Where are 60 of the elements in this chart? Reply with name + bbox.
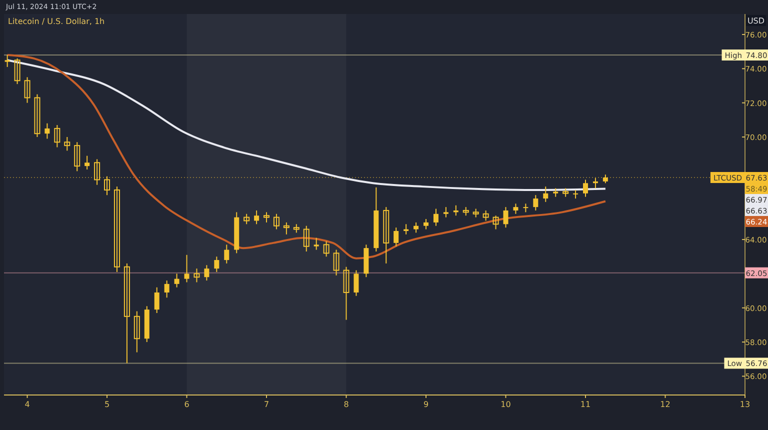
candlestick bbox=[174, 273, 180, 288]
candlestick bbox=[134, 310, 140, 353]
candlestick bbox=[533, 194, 538, 211]
candlestick bbox=[74, 142, 80, 172]
candlestick bbox=[124, 262, 130, 364]
candlestick bbox=[204, 264, 210, 282]
line-series bbox=[6, 59, 606, 191]
x-tick-label: 6 bbox=[184, 400, 190, 409]
x-tick-label: 8 bbox=[344, 400, 349, 409]
candlestick bbox=[44, 122, 50, 140]
candlestick bbox=[24, 76, 30, 104]
candlestick bbox=[513, 203, 518, 214]
candlestick bbox=[34, 94, 40, 138]
candlestick bbox=[214, 256, 220, 272]
candlestick bbox=[4, 54, 10, 68]
candlestick bbox=[194, 268, 200, 283]
x-tick-label: 11 bbox=[580, 400, 591, 409]
candlestick bbox=[94, 158, 100, 186]
candlestick bbox=[394, 227, 399, 247]
candlestick bbox=[244, 213, 250, 225]
candlestick bbox=[283, 222, 290, 235]
candlestick bbox=[443, 206, 448, 218]
candlestick bbox=[184, 254, 190, 283]
line-series bbox=[6, 54, 606, 260]
candlestick bbox=[164, 280, 170, 298]
candlestick bbox=[492, 215, 499, 230]
candlestick bbox=[543, 186, 548, 202]
candlestick bbox=[114, 186, 120, 272]
candlestick bbox=[254, 210, 260, 225]
chart-title: Litecoin / U.S. Dollar, 1h bbox=[8, 17, 105, 26]
candlestick bbox=[314, 237, 319, 250]
candlestick bbox=[154, 286, 160, 314]
candlestick bbox=[414, 222, 419, 234]
candlestick bbox=[354, 270, 359, 296]
candlestick bbox=[383, 206, 390, 264]
candlestick bbox=[503, 206, 508, 228]
candlestick bbox=[343, 266, 350, 320]
x-tick-label: 12 bbox=[660, 400, 670, 409]
candlestick bbox=[264, 212, 270, 223]
candlestick bbox=[333, 249, 340, 276]
candlestick bbox=[424, 218, 429, 230]
candlestick bbox=[482, 210, 489, 222]
candlestick bbox=[303, 225, 310, 252]
candlestick bbox=[104, 176, 110, 196]
y-axis-title: USD bbox=[747, 16, 765, 26]
x-tick-label: 10 bbox=[500, 400, 511, 409]
candlestick bbox=[84, 155, 90, 170]
x-tick-label: 4 bbox=[24, 400, 30, 409]
candlestick bbox=[273, 213, 280, 230]
x-tick-label: 9 bbox=[423, 400, 429, 409]
x-tick-label: 7 bbox=[264, 400, 270, 409]
candlestick bbox=[583, 179, 588, 198]
candlestick bbox=[14, 58, 20, 85]
candlestick bbox=[323, 240, 330, 258]
candlestick bbox=[433, 208, 438, 226]
candlestick bbox=[64, 136, 70, 152]
candlestick bbox=[54, 124, 60, 148]
candlestick bbox=[224, 244, 230, 264]
x-tick-label: 13 bbox=[740, 400, 750, 409]
x-tick-label: 5 bbox=[104, 400, 110, 409]
